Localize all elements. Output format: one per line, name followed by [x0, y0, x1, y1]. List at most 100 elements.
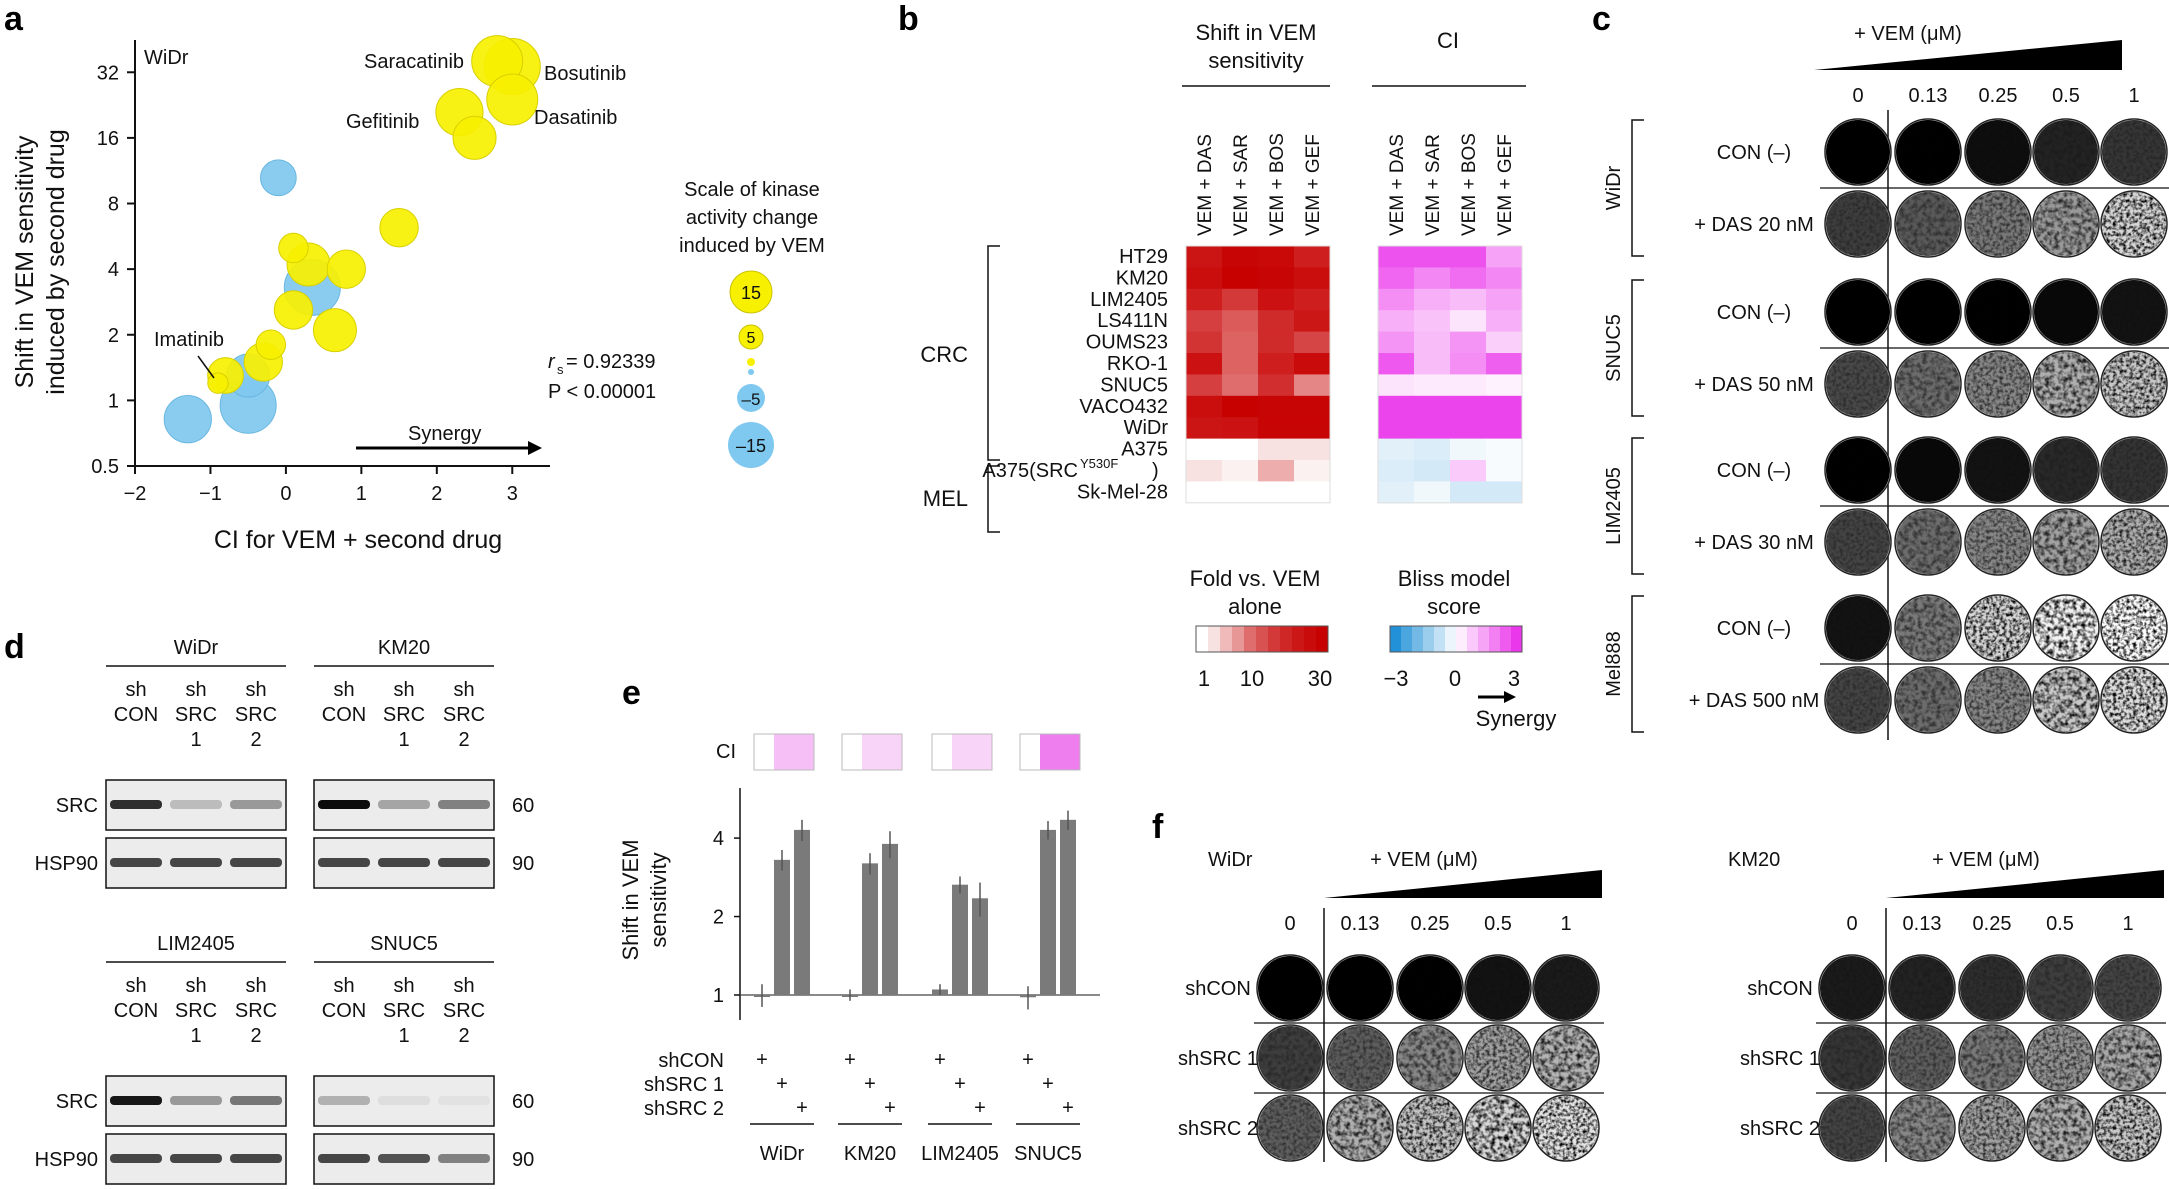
f-well	[1888, 1024, 1956, 1092]
well-texture	[1895, 595, 1961, 661]
b-bliss-frame	[1377, 245, 1523, 504]
b-cell-fold	[1186, 353, 1223, 375]
a-stat-p: P < 0.00001	[548, 381, 656, 403]
b-bliss-swatch	[1500, 626, 1512, 652]
a-x-tick-label: 2	[431, 483, 442, 505]
well-cells	[1826, 120, 1890, 184]
d-lane-label: 1	[190, 1025, 201, 1047]
b-fold-swatch	[1304, 626, 1317, 652]
a-scale-label-neg15: –15	[736, 436, 766, 456]
well-rim	[1894, 594, 1962, 662]
e-bar	[862, 863, 878, 995]
d-lane-label: 2	[250, 1025, 261, 1047]
b-fold-swatch	[1220, 626, 1233, 652]
b-cell-fold	[1294, 417, 1331, 440]
panel-b-heatmap: Shift in VEM sensitivity CI VEM + DAS VEM…	[920, 20, 1556, 731]
c-group-label: WiDr	[1603, 165, 1625, 210]
well-texture	[1895, 119, 1961, 185]
e-ci-cell	[754, 734, 774, 770]
e-bar	[952, 884, 968, 995]
well-rim	[1396, 954, 1464, 1022]
well-rim	[2032, 118, 2100, 186]
b-row-label: LIM2405	[1090, 289, 1168, 311]
c-well	[2032, 508, 2100, 576]
c-well	[2100, 594, 2168, 662]
well-texture	[1965, 667, 2031, 733]
b-cell-bliss	[1414, 417, 1451, 440]
well-rim	[1256, 1024, 1324, 1092]
b-col-label-shift: VEM + BOS	[1267, 133, 1288, 236]
well-rim	[1894, 278, 1962, 346]
well-rim	[2100, 350, 2168, 418]
panel-label-c: c	[1592, 0, 1611, 38]
b-bliss-swatch	[1511, 626, 1523, 652]
b-cell-fold	[1258, 331, 1295, 354]
d-lane-label: sh	[185, 975, 206, 997]
f-well	[1326, 1024, 1394, 1092]
c-well	[2032, 278, 2100, 346]
b-cell-bliss	[1414, 374, 1451, 397]
b-cell-bliss	[1450, 438, 1487, 461]
f-row-label: shCON	[1747, 978, 1813, 1000]
d-src-band	[230, 800, 282, 809]
b-cell-bliss	[1486, 460, 1523, 482]
well-rim	[1964, 436, 2032, 504]
a-y-tick-label: 32	[97, 62, 119, 84]
d-hsp-band	[170, 1154, 222, 1163]
c-well	[2032, 190, 2100, 258]
d-src-band	[110, 1096, 162, 1105]
a-scale-circle-neg15	[728, 422, 774, 468]
f-dose-label: 0.13	[1903, 913, 1942, 935]
f-well	[1464, 1024, 1532, 1092]
b-cell-fold	[1222, 438, 1259, 461]
e-group-label: SNUC5	[1014, 1143, 1082, 1165]
b-cell-fold	[1258, 438, 1295, 461]
well-texture	[1819, 1095, 1885, 1161]
b-col-label-ci: VEM + SAR	[1423, 134, 1444, 236]
b-cell-bliss	[1414, 267, 1451, 290]
e-plus-sign: +	[1022, 1049, 1034, 1071]
f-well	[1958, 1094, 2026, 1162]
well-texture	[1397, 955, 1463, 1021]
f-well	[2094, 1094, 2162, 1162]
e-plus-sign: +	[934, 1049, 946, 1071]
b-cell-bliss	[1450, 481, 1487, 504]
f-dose-label: 0.5	[1484, 913, 1512, 935]
b-row-label: VACO432	[1079, 396, 1168, 418]
b-cell-bliss	[1450, 460, 1487, 482]
d-lane-label: sh	[245, 975, 266, 997]
b-bliss-swatch	[1456, 626, 1468, 652]
b-legend-bliss-title-2: score	[1427, 594, 1481, 619]
well-rim	[1958, 1024, 2026, 1092]
a-scale-title-3: induced by VEM	[679, 235, 825, 257]
well-texture	[1825, 509, 1891, 575]
c-row-label: + DAS 30 nM	[1694, 532, 1814, 554]
d-src-band	[378, 1096, 430, 1105]
b-cell-fold	[1222, 374, 1259, 397]
well-rim	[2100, 436, 2168, 504]
b-cell-bliss	[1450, 267, 1487, 290]
a-data-point	[278, 232, 309, 264]
well-texture	[2095, 1025, 2161, 1091]
well-texture	[1895, 191, 1961, 257]
b-cell-fold	[1222, 481, 1259, 504]
b-cell-bliss	[1378, 288, 1415, 311]
d-hsp-band	[230, 1154, 282, 1163]
c-header: + VEM (μM)	[1854, 23, 1962, 45]
c-row-label: CON (–)	[1717, 142, 1791, 164]
c-dose-label: 0	[1852, 85, 1863, 107]
b-cell-fold	[1258, 417, 1295, 440]
a-data-point	[486, 73, 539, 126]
a-y-tick-label: 4	[108, 259, 119, 281]
b-bliss-tick-neg3: −3	[1383, 666, 1408, 691]
d-lane-label: sh	[453, 679, 474, 701]
f-dose-label: 0	[1284, 913, 1295, 935]
well-rim	[1964, 118, 2032, 186]
well-texture	[1819, 1025, 1885, 1091]
well-cells	[1896, 280, 1960, 344]
well-texture	[1959, 955, 2025, 1021]
well-texture	[1965, 437, 2031, 503]
well-cells	[1328, 956, 1392, 1020]
b-cell-fold	[1294, 395, 1331, 418]
e-group-label: KM20	[844, 1143, 896, 1165]
